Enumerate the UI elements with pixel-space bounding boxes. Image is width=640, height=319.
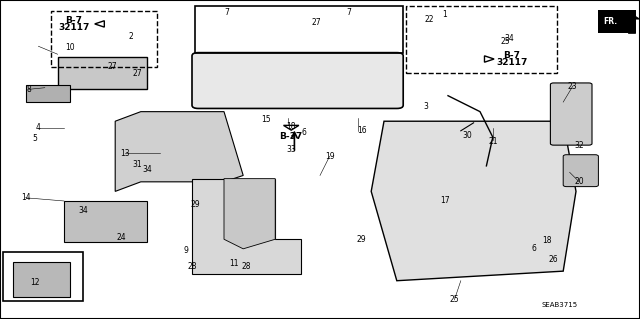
Text: 19: 19 [324,152,335,161]
Text: 6: 6 [301,128,307,137]
Text: 27: 27 [312,18,322,27]
Text: 9: 9 [183,246,188,255]
Text: 25: 25 [500,37,511,46]
Text: 18: 18 [543,236,552,245]
Text: 34: 34 [504,34,514,43]
Text: 2: 2 [129,32,134,41]
Polygon shape [371,121,576,281]
FancyBboxPatch shape [192,53,403,108]
Text: 27: 27 [132,69,143,78]
Text: 7: 7 [225,8,230,17]
Text: B-7: B-7 [504,51,520,60]
Text: 20: 20 [574,177,584,186]
Bar [64,201,147,242]
Text: 32117: 32117 [58,23,90,32]
Text: 31: 31 [132,160,143,169]
Bar [598,10,636,33]
Text: 8: 8 [26,85,31,94]
Text: 15: 15 [260,115,271,124]
Text: 24: 24 [116,233,127,242]
Text: 29: 29 [356,235,367,244]
Bar [3,252,83,301]
Text: 6: 6 [532,244,537,253]
FancyBboxPatch shape [550,83,592,145]
Text: B-37: B-37 [280,132,303,141]
Text: 5: 5 [33,134,38,143]
Text: 27: 27 [107,63,117,71]
Text: 17: 17 [440,197,450,205]
Text: 34: 34 [142,165,152,174]
Text: 7: 7 [346,8,351,17]
Text: 13: 13 [120,149,130,158]
Text: 32117: 32117 [496,58,528,67]
Bar [406,6,557,73]
Text: 16: 16 [356,126,367,135]
Bar [26,85,70,102]
Text: 29: 29 [190,200,200,209]
Bar [51,11,157,67]
Text: 1: 1 [442,10,447,19]
Text: 33: 33 [286,145,296,154]
Text: 18: 18 [287,122,296,130]
Text: 23: 23 [568,82,578,91]
Text: 34: 34 [78,206,88,215]
Text: 14: 14 [20,193,31,202]
Bar [58,57,147,89]
Text: 4: 4 [36,123,41,132]
Text: SEAB3715: SEAB3715 [542,302,578,308]
Text: 10: 10 [65,43,76,52]
Text: 30: 30 [462,131,472,140]
Text: 25: 25 [449,295,460,304]
Text: 26: 26 [548,256,559,264]
Text: 12: 12 [31,278,40,287]
Text: B-7: B-7 [65,16,82,25]
Polygon shape [115,112,243,191]
Text: FR.: FR. [603,17,617,26]
Bar [13,262,70,297]
Polygon shape [192,179,301,274]
Polygon shape [624,14,640,33]
Text: 22: 22 [424,15,433,24]
FancyBboxPatch shape [563,155,598,187]
Text: 28: 28 [188,262,196,271]
Text: 32: 32 [574,141,584,150]
Polygon shape [224,179,275,249]
Text: 21: 21 [488,137,497,146]
Text: 28: 28 [242,262,251,271]
Bar [195,6,403,53]
Text: 11: 11 [229,259,238,268]
Text: 3: 3 [423,102,428,111]
